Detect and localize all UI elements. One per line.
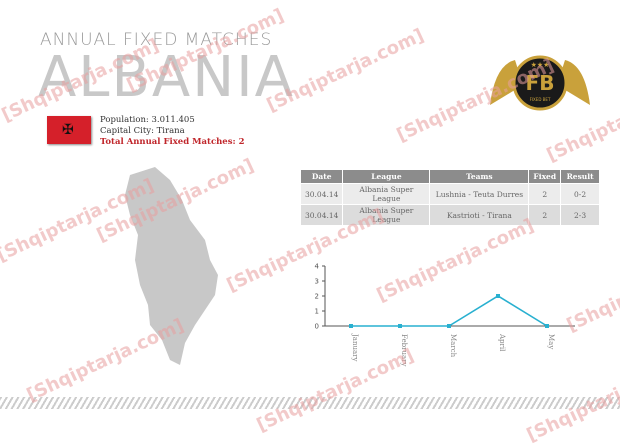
albania-flag: ✠ bbox=[47, 116, 91, 144]
cell-teams: Lushnia - Teuta Durres bbox=[430, 184, 529, 204]
y-tick-label: 4 bbox=[315, 263, 320, 271]
series-line bbox=[351, 295, 548, 327]
population: Population: 3.011.405 bbox=[100, 115, 195, 125]
data-point bbox=[447, 324, 451, 328]
y-tick-label: 0 bbox=[315, 323, 319, 331]
country-info: Population: 3.011.405 Capital City: Tira… bbox=[100, 115, 245, 148]
svg-text:FB: FB bbox=[526, 71, 555, 95]
fixed-bet-logo: FB FIXED BET ★★★ bbox=[490, 55, 590, 111]
svg-text:FIXED BET: FIXED BET bbox=[530, 97, 551, 102]
col-result: Result bbox=[561, 170, 600, 183]
svg-text:★★★: ★★★ bbox=[531, 61, 550, 69]
cell-date: 30.04.14 bbox=[301, 205, 343, 225]
albania-map bbox=[125, 167, 218, 365]
y-tick-label: 3 bbox=[315, 278, 319, 286]
data-point bbox=[496, 294, 500, 298]
eagle-icon: ✠ bbox=[62, 122, 74, 138]
col-fixed: Fixed bbox=[529, 170, 561, 183]
x-tick-label: February bbox=[400, 334, 408, 366]
cell-result: 2-3 bbox=[561, 205, 600, 225]
cell-result: 0-2 bbox=[561, 184, 600, 204]
x-tick-label: January bbox=[351, 333, 359, 362]
x-tick-label: May bbox=[547, 334, 555, 349]
cell-date: 30.04.14 bbox=[301, 184, 343, 204]
col-teams: Teams bbox=[430, 170, 529, 183]
data-point bbox=[545, 324, 549, 328]
y-tick-label: 1 bbox=[315, 308, 319, 316]
total-matches: Total Annual Fixed Matches: 2 bbox=[100, 137, 245, 147]
data-point bbox=[349, 324, 353, 328]
table-row: 30.04.14 Albania Super League Kastrioti … bbox=[301, 205, 600, 225]
page-subtitle: ANNUAL FIXED MATCHES bbox=[40, 30, 273, 50]
data-point bbox=[398, 324, 402, 328]
fixed-matches-table: Date League Teams Fixed Result 30.04.14 … bbox=[300, 169, 600, 226]
cell-fixed: 2 bbox=[529, 184, 561, 204]
cell-teams: Kastrioti - Tirana bbox=[430, 205, 529, 225]
country-title: ALBANIA bbox=[38, 45, 295, 110]
decorative-stripe bbox=[0, 397, 620, 409]
table-row: 30.04.14 Albania Super League Lushnia - … bbox=[301, 184, 600, 204]
y-tick-label: 2 bbox=[315, 293, 319, 301]
x-tick-label: March bbox=[449, 334, 457, 358]
col-date: Date bbox=[301, 170, 343, 183]
monthly-line-chart: 0 1 2 3 4 January February March April May bbox=[315, 263, 575, 366]
cell-league: Albania Super League bbox=[343, 205, 430, 225]
x-tick-label: April bbox=[498, 333, 506, 352]
cell-league: Albania Super League bbox=[343, 184, 430, 204]
cell-fixed: 2 bbox=[529, 205, 561, 225]
col-league: League bbox=[343, 170, 430, 183]
capital-city: Capital City: Tirana bbox=[100, 126, 185, 136]
